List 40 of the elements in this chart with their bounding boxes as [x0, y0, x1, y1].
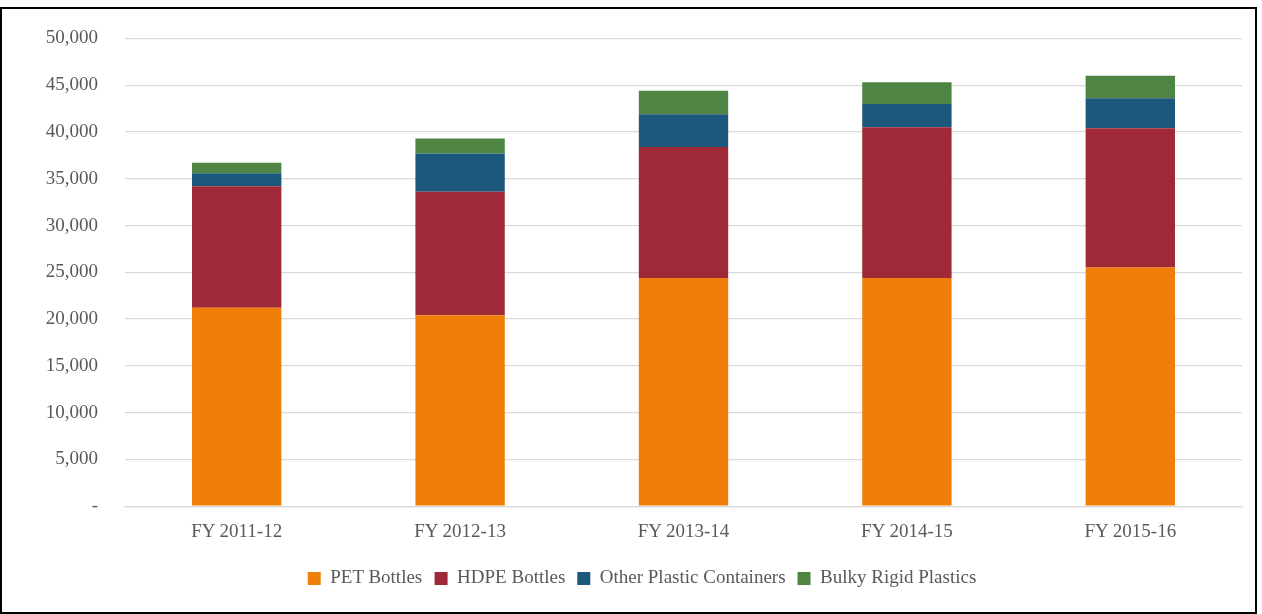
y-tick-label: 25,000 — [45, 260, 98, 282]
bar — [192, 162, 282, 174]
legend-label: PET Bottles — [330, 566, 423, 588]
bar — [638, 277, 729, 506]
bar — [862, 103, 952, 128]
legend-label: Bulky Rigid Plastics — [820, 566, 977, 588]
bar — [638, 146, 729, 278]
y-tick-label: - — [91, 494, 98, 516]
x-tick-label: FY 2015-16 — [1084, 519, 1177, 541]
bar — [192, 173, 282, 187]
bar — [1085, 267, 1175, 506]
bar — [862, 277, 952, 506]
bar — [415, 315, 505, 506]
y-tick-label: 10,000 — [45, 400, 98, 422]
bar — [638, 90, 729, 115]
bar — [1085, 98, 1175, 129]
y-tick-label: 30,000 — [45, 213, 98, 235]
bar — [415, 153, 505, 192]
y-tick-label: 50,000 — [45, 26, 98, 48]
bar — [415, 191, 505, 316]
x-tick-label: FY 2011-12 — [191, 519, 283, 541]
legend-label: Other Plastic Containers — [599, 566, 786, 588]
bar — [415, 138, 505, 154]
x-tick-label: FY 2013-14 — [637, 519, 730, 541]
bar — [192, 186, 282, 308]
y-tick-label: 15,000 — [45, 353, 98, 375]
legend-label: HDPE Bottles — [457, 566, 566, 588]
bar — [862, 127, 952, 278]
y-tick-label: 40,000 — [45, 119, 98, 141]
bar — [638, 114, 729, 147]
y-tick-label: 35,000 — [45, 166, 98, 188]
bar — [1085, 128, 1175, 268]
y-tick-label: 45,000 — [45, 73, 98, 95]
bar — [192, 307, 282, 506]
x-tick-label: FY 2012-13 — [414, 519, 506, 541]
bar — [1085, 75, 1175, 99]
x-tick-label: FY 2014-15 — [861, 519, 953, 541]
y-tick-label: 5,000 — [55, 447, 98, 469]
bar — [862, 82, 952, 104]
y-tick-label: 20,000 — [45, 307, 98, 329]
